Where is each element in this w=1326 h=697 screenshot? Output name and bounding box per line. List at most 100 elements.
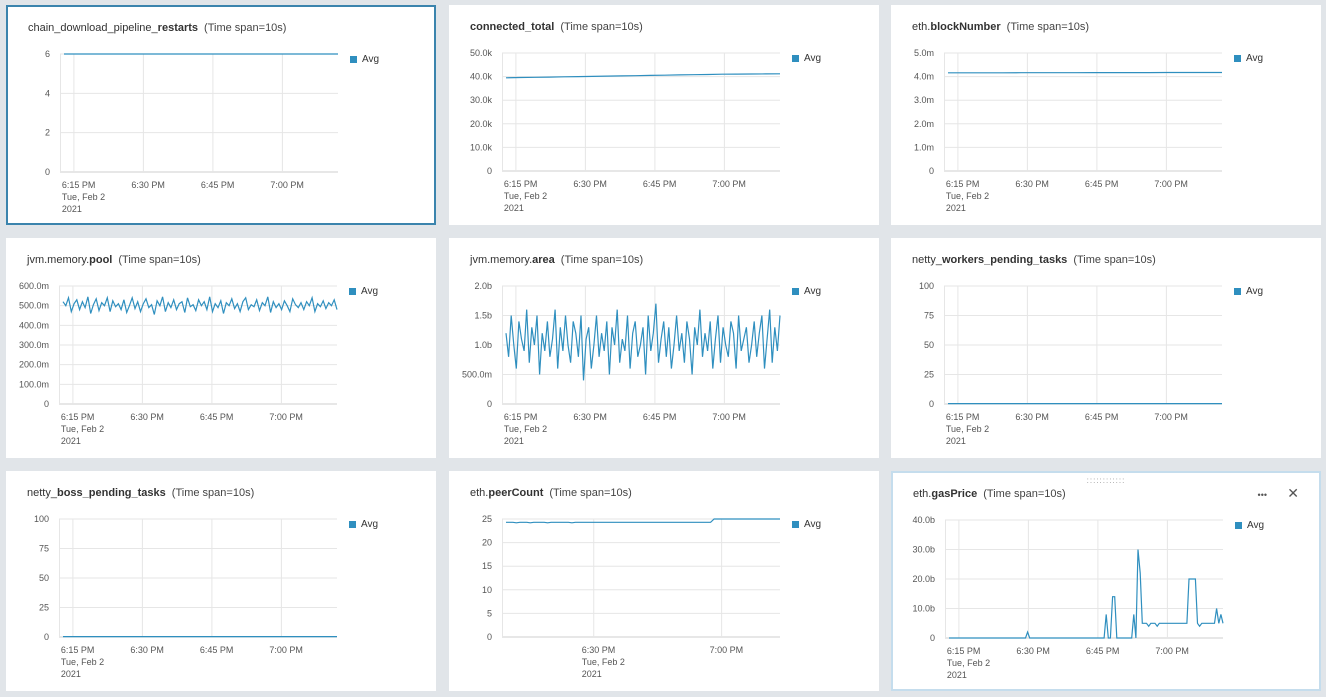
y-tick-label: 50 xyxy=(39,573,49,583)
x-tick-label: 6:30 PM xyxy=(582,645,616,655)
chart-panel[interactable]: jvm.memory.area (Time span=10s) Avg 2.0b 1.5… xyxy=(449,238,879,458)
chart-panel[interactable]: jvm.memory.pool (Time span=10s) Avg 600.0m 5… xyxy=(6,238,436,458)
chart-panel[interactable]: netty_boss_pending_tasks (Time span=10s) A… xyxy=(6,471,436,691)
y-tick-label: 1.5b xyxy=(474,311,492,321)
x-date-label: Tue, Feb 2 xyxy=(582,657,625,667)
x-tick-label: 6:45 PM xyxy=(1085,412,1119,422)
x-tick-label: 7:00 PM xyxy=(1154,179,1188,189)
x-date-label: Tue, Feb 2 xyxy=(62,192,105,202)
y-tick-label: 0 xyxy=(930,633,935,643)
x-tick-label: 6:15 PM xyxy=(947,646,981,656)
line-chart: 6 4 2 0 6:15 PM 6:30 PM 6:45 PM 7:00 PM Tue, Feb… xyxy=(45,49,338,214)
y-tick-label: 75 xyxy=(39,544,49,554)
panel-time-span: (Time span=10s) xyxy=(1006,21,1090,33)
panel-title-prefix: jvm.memory. xyxy=(27,254,90,266)
panel-time-span: (Time span=10s) xyxy=(118,254,201,266)
y-tick-label: 5.0m xyxy=(914,48,934,58)
panel-title-metric: workers_pending_tasks xyxy=(941,254,1068,266)
chart-legend: Avg xyxy=(792,519,821,530)
series-line-avg xyxy=(505,73,781,79)
legend-swatch xyxy=(792,288,799,295)
chart-panel[interactable]: connected_total (Time span=10s) Avg 50.0k 40… xyxy=(449,5,879,225)
chart-panel[interactable]: eth.peerCount (Time span=10s) Avg 25 20 15 10 5… xyxy=(449,471,879,691)
y-tick-label: 5 xyxy=(487,608,492,618)
legend-swatch xyxy=(349,521,356,528)
x-date-label: 2021 xyxy=(62,204,82,214)
y-tick-label: 2.0b xyxy=(474,281,492,291)
x-tick-label: 6:15 PM xyxy=(62,180,96,190)
x-tick-label: 7:00 PM xyxy=(1155,646,1189,656)
y-tick-label: 6 xyxy=(45,49,50,59)
panel-title: netty_workers_pending_tasks (Time span=10… xyxy=(912,254,1156,266)
x-tick-label: 7:00 PM xyxy=(710,645,744,655)
line-chart: 5.0m 4.0m 3.0m 2.0m 1.0m 0 6:15 PM 6:30 PM 6:45 … xyxy=(914,48,1222,213)
legend-swatch xyxy=(1234,288,1241,295)
y-tick-label: 40.0k xyxy=(470,72,493,82)
x-tick-label: 6:45 PM xyxy=(643,412,677,422)
y-tick-label: 1.0m xyxy=(914,142,934,152)
panel-time-span: (Time span=10s) xyxy=(1073,254,1156,266)
panel-title: jvm.memory.area (Time span=10s) xyxy=(470,254,643,266)
chart-legend: Avg xyxy=(1234,53,1263,64)
y-tick-label: 10.0k xyxy=(470,142,493,152)
chart-panel[interactable]: eth.blockNumber (Time span=10s) Avg 5.0m 4.0… xyxy=(891,5,1321,225)
x-date-label: Tue, Feb 2 xyxy=(504,424,547,434)
y-tick-label: 4 xyxy=(45,88,50,98)
chart-legend: Avg xyxy=(792,53,821,64)
panel-title: chain_download_pipeline_restarts (Time sp… xyxy=(28,22,286,34)
chart-panel[interactable]: eth.gasPrice (Time span=10s):::::::::::: •… xyxy=(891,471,1321,691)
panel-title-prefix: eth. xyxy=(912,21,931,33)
x-date-label: Tue, Feb 2 xyxy=(946,424,989,434)
legend-swatch xyxy=(350,56,357,63)
drag-handle-icon[interactable]: :::::::::::: xyxy=(1086,476,1126,485)
y-tick-label: 20.0k xyxy=(470,119,493,129)
x-date-label: 2021 xyxy=(61,436,81,446)
x-tick-label: 6:45 PM xyxy=(200,412,234,422)
series-line-avg xyxy=(62,295,338,315)
y-tick-label: 0 xyxy=(44,632,49,642)
x-tick-label: 7:00 PM xyxy=(269,645,303,655)
x-tick-label: 6:30 PM xyxy=(1016,646,1050,656)
series-line-avg xyxy=(949,549,1224,639)
chart-legend: Avg xyxy=(1235,520,1264,531)
x-tick-label: 6:30 PM xyxy=(130,412,164,422)
x-tick-label: 6:15 PM xyxy=(504,412,538,422)
legend-swatch xyxy=(1235,522,1242,529)
x-date-label: Tue, Feb 2 xyxy=(61,424,104,434)
x-tick-label: 6:30 PM xyxy=(131,180,165,190)
y-tick-label: 100 xyxy=(919,281,934,291)
panel-title-prefix: eth. xyxy=(470,487,489,499)
y-tick-label: 10.0b xyxy=(912,604,935,614)
x-date-label: 2021 xyxy=(946,203,966,213)
more-options-icon[interactable]: ••• xyxy=(1257,490,1267,500)
series-line-avg xyxy=(505,303,781,381)
x-tick-label: 6:45 PM xyxy=(201,180,235,190)
line-chart: 50.0k 40.0k 30.0k 20.0k 10.0k 0 6:15 PM 6:30 PM… xyxy=(470,48,781,213)
x-date-label: Tue, Feb 2 xyxy=(61,657,104,667)
x-tick-label: 6:45 PM xyxy=(200,645,234,655)
panel-title-metric: gasPrice xyxy=(931,488,978,500)
close-icon[interactable]: ✕ xyxy=(1287,485,1299,501)
panel-title-prefix: jvm.memory. xyxy=(470,254,533,266)
y-tick-label: 3.0m xyxy=(914,95,934,105)
legend-label: Avg xyxy=(1246,53,1264,64)
y-tick-label: 4.0m xyxy=(914,72,934,82)
y-tick-label: 10 xyxy=(482,585,492,595)
y-tick-label: 0 xyxy=(487,166,492,176)
y-tick-label: 50.0k xyxy=(470,48,493,58)
chart-legend: Avg xyxy=(1234,286,1263,297)
panel-title-metric: restarts xyxy=(157,22,199,34)
x-tick-label: 6:15 PM xyxy=(946,412,980,422)
x-tick-label: 6:30 PM xyxy=(130,645,164,655)
chart-panel[interactable]: netty_workers_pending_tasks (Time span=10… xyxy=(891,238,1321,458)
line-chart: 40.0b 30.0b 20.0b 10.0b 0 6:15 PM 6:30 PM 6:45 … xyxy=(912,515,1224,680)
chart-panel[interactable]: chain_download_pipeline_restarts (Time sp… xyxy=(6,5,436,225)
panel-title-prefix: chain_download_pipeline_ xyxy=(28,22,158,34)
x-tick-label: 6:15 PM xyxy=(61,412,95,422)
y-tick-label: 0 xyxy=(44,399,49,409)
x-tick-label: 7:00 PM xyxy=(269,412,303,422)
x-tick-label: 6:30 PM xyxy=(573,179,607,189)
y-tick-label: 0 xyxy=(45,167,50,177)
series-line-avg xyxy=(506,518,780,524)
